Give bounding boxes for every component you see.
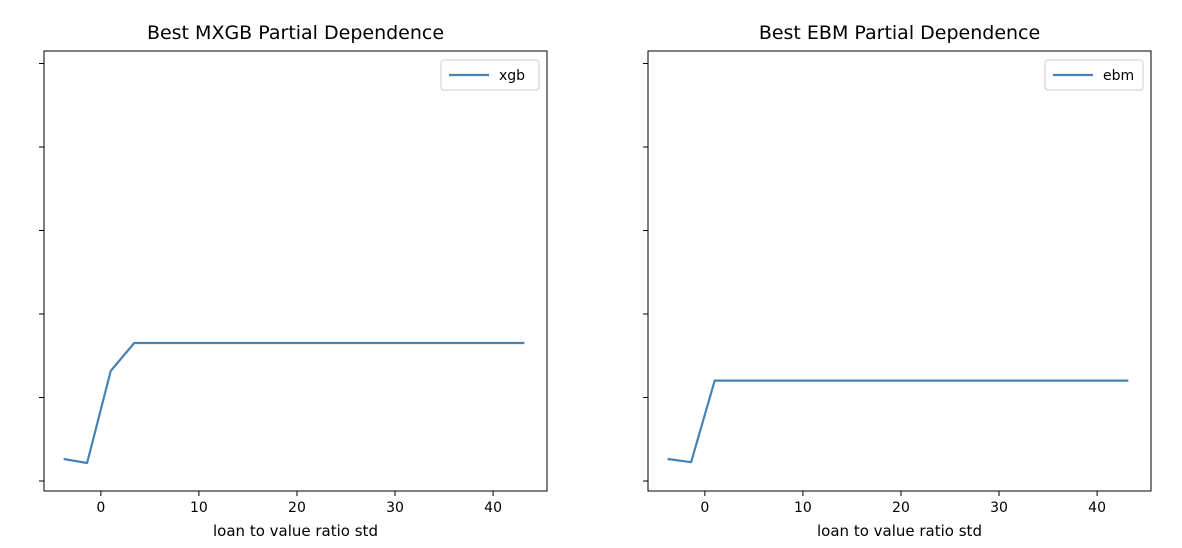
x-tick-label: 40: [1088, 500, 1106, 516]
chart-title: Best EBM Partial Dependence: [759, 22, 1040, 44]
x-tick-label: 20: [288, 500, 306, 516]
legend: ebm: [1044, 59, 1144, 91]
legend-label: ebm: [1103, 68, 1134, 84]
x-tick-label: 30: [386, 500, 404, 516]
x-axis-label: loan to value ratio std: [213, 522, 378, 540]
plot-frame: [647, 50, 1152, 492]
legend-label: xgb: [499, 68, 525, 84]
x-axis-label: loan to value ratio std: [817, 522, 982, 540]
x-tick-label: 10: [794, 500, 812, 516]
chart-title: Best MXGB Partial Dependence: [147, 22, 444, 44]
plot-frame: [43, 50, 548, 492]
chart-panel-mxgb: Best MXGB Partial Dependence 0 10 20 30 40 loa…: [39, 22, 548, 540]
x-tick-label: 20: [892, 500, 910, 516]
legend-box: [1044, 59, 1144, 91]
series-line-ebm: [667, 379, 1129, 464]
legend-box: [440, 59, 540, 91]
x-tick-label: 40: [484, 500, 502, 516]
x-tick-label: 30: [990, 500, 1008, 516]
x-tick-label: 0: [700, 500, 709, 516]
x-tick-label: 0: [96, 500, 105, 516]
chart-panel-ebm: Best EBM Partial Dependence 0 10 20 30 40 loan…: [643, 22, 1152, 540]
series-line-xgb: [63, 341, 525, 465]
legend: xgb: [440, 59, 540, 91]
x-tick-label: 10: [190, 500, 208, 516]
